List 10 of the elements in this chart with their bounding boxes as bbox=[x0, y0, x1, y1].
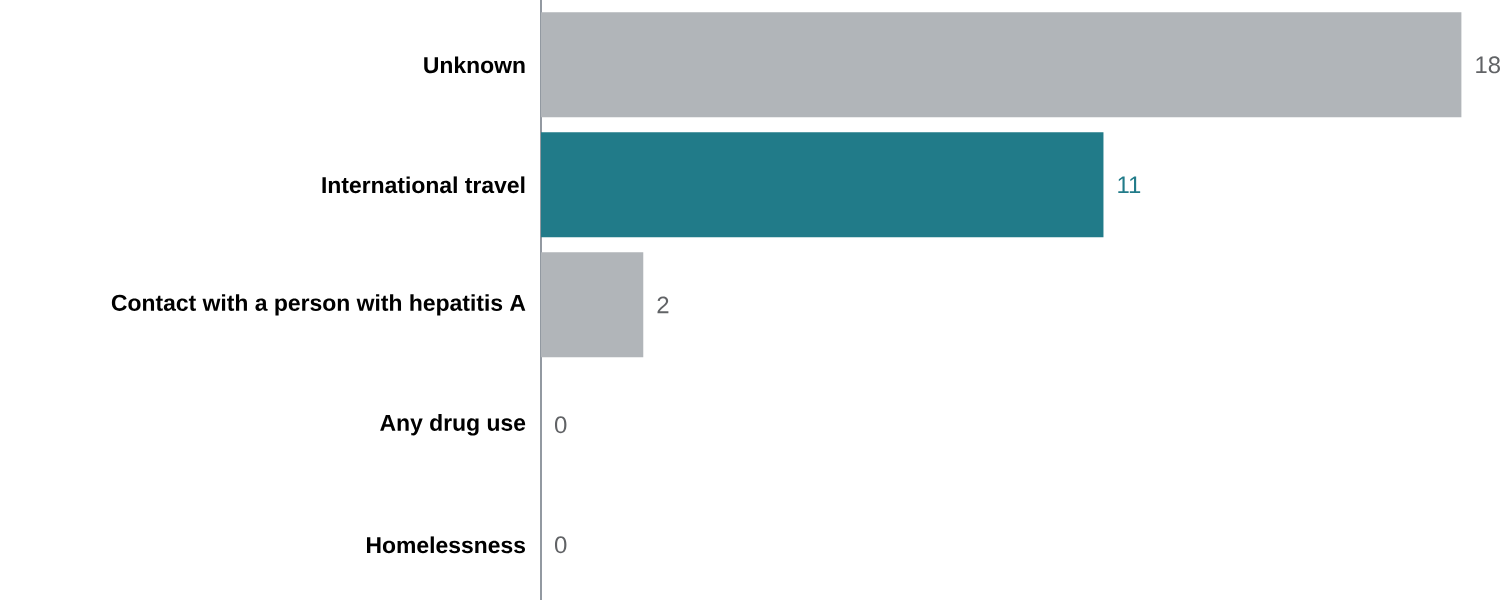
y-tick-label: Homelessness bbox=[367, 536, 526, 554]
y-tick-label: Any drug use bbox=[380, 414, 526, 436]
data-label: 2 bbox=[657, 296, 669, 314]
data-label: 0 bbox=[554, 416, 567, 434]
data-label: 11 bbox=[1118, 176, 1141, 194]
data-label: 0 bbox=[554, 536, 567, 554]
data-label: 18 bbox=[1476, 56, 1500, 74]
y-tick-label: International travel bbox=[322, 176, 525, 194]
y-tick-label: Unknown bbox=[424, 56, 525, 74]
y-tick-label: Contact with a person with hepatitis A bbox=[111, 294, 526, 316]
